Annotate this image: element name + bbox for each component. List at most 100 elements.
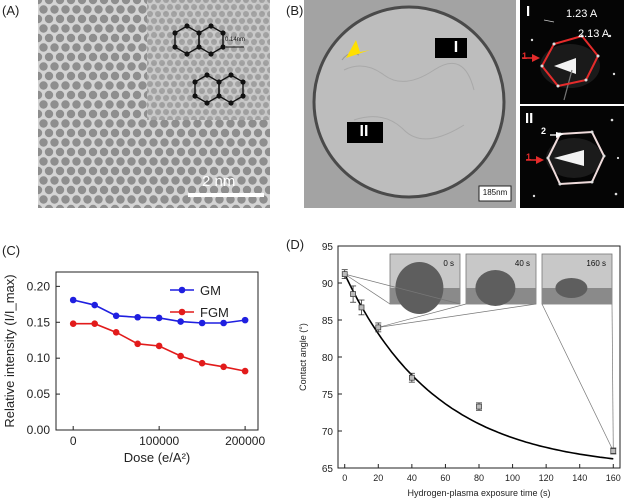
droplet-inset-1: 0 s (389, 253, 461, 314)
red-arrow-ii-icon (536, 156, 544, 164)
x-tick-label: 160 (606, 473, 621, 483)
droplet-inset-3: 160 s (541, 253, 613, 305)
diffraction-i-d1: 1.23 A (566, 8, 598, 20)
y-tick-label: 0.20 (27, 279, 51, 293)
x-tick-label: 120 (539, 473, 554, 483)
x-tick-label: 80 (474, 473, 484, 483)
y-tick-label: 0.00 (27, 423, 51, 437)
data-point (341, 271, 348, 277)
inset-time-label: 0 s (443, 259, 454, 268)
y-tick-label: 80 (322, 353, 334, 364)
droplet-shape (475, 270, 516, 306)
inset-connector (541, 303, 614, 452)
region-i-box (435, 38, 467, 58)
y-tick-label: 75 (322, 390, 334, 401)
legend-label-gm: GM (200, 283, 221, 298)
scale-bar-2nm (188, 193, 264, 197)
panel-d-label: (D) (286, 237, 305, 252)
panel-b-tem-image (304, 0, 516, 208)
data-point-fgm (112, 329, 120, 336)
diffraction-pattern-i (520, 0, 624, 104)
droplet-shape (555, 278, 588, 298)
diffraction-i-marker-1: 1 (522, 51, 528, 61)
y-tick-label: 70 (322, 427, 334, 438)
data-point-gm (220, 319, 227, 327)
y-tick-label: 95 (322, 242, 334, 253)
inset-connector (344, 273, 461, 305)
data-point-gm (241, 316, 249, 324)
diffraction-i-label: I (526, 3, 531, 20)
x-axis-label: Hydrogen-plasma exposure time (s) (407, 488, 550, 498)
data-point-fgm (177, 352, 184, 360)
data-point-gm (91, 301, 98, 309)
data-point (375, 324, 382, 331)
inset-time-label: 160 s (586, 259, 606, 268)
region-ii-box (347, 122, 383, 143)
inset-connector (378, 303, 467, 328)
legend-marker-fgm (178, 308, 186, 316)
panel-a-stm-image (38, 0, 270, 208)
data-point-gm (155, 314, 163, 322)
panel-a-label: (A) (2, 3, 20, 18)
data-point-gm (112, 312, 120, 320)
white-arrow-icon (556, 132, 564, 138)
y-tick-label: 65 (322, 464, 334, 475)
y-axis-label: Contact angle (°) (298, 323, 308, 391)
diffraction-i-d2: 2.13 A (578, 28, 610, 40)
legend-marker-gm (178, 286, 186, 294)
x-tick-label: 100 (505, 473, 520, 483)
data-point-fgm (198, 359, 206, 367)
data-point (476, 403, 482, 410)
plot-frame (55, 271, 259, 431)
data-point-fgm (91, 320, 98, 328)
region-ii-label: II (359, 123, 369, 140)
data-point-gm (177, 318, 184, 325)
y-tick-label: 90 (322, 279, 334, 290)
droplet-shape (395, 262, 444, 314)
scale-box-185nm (478, 185, 512, 202)
yellow-arrow-icon (346, 40, 370, 58)
x-tick-label: 200000 (225, 434, 265, 448)
diffraction-ii-label: II (525, 110, 534, 127)
data-point-fgm (220, 363, 227, 371)
x-tick-label: 60 (440, 473, 450, 483)
chart-c-intensity-vs-dose: 0.00 0.05 0.10 0.15 0.20 0 100000 200000 Dose (e… (2, 271, 265, 465)
inset-connector (378, 303, 537, 328)
data-point-fgm (134, 340, 141, 348)
y-tick-label: 0.10 (27, 351, 51, 365)
data-point-fgm (155, 342, 163, 350)
inset-connector (611, 303, 614, 451)
legend-label-fgm: FGM (200, 305, 229, 320)
red-arrow-icon (532, 54, 540, 62)
x-tick-label: 100000 (139, 434, 179, 448)
y-tick-label: 0.05 (27, 387, 51, 401)
chart-d-contact-angle: 65 70 75 80 85 90 95 0 20 40 60 80 100 120 140 160 Hydro… (298, 242, 621, 498)
diffraction-ii-marker-1: 1 (526, 152, 532, 162)
scale-label-185nm: 185nm (482, 188, 508, 197)
data-point-gm (134, 313, 141, 321)
x-axis-label: Dose (e/A²) (124, 450, 190, 465)
data-point-gm (69, 296, 77, 304)
data-point (610, 448, 617, 454)
panel-c-label: (C) (2, 243, 21, 258)
droplet-inset-2: 40 s (465, 253, 537, 306)
y-tick-label: 0.15 (27, 315, 51, 329)
x-tick-label: 140 (572, 473, 587, 483)
data-point-gm (198, 319, 206, 327)
data-point-fgm (241, 367, 249, 375)
region-i-label: I (453, 39, 459, 56)
scale-label-2nm: 2 nm (202, 173, 236, 190)
x-tick-label: 0 (342, 473, 347, 483)
diffraction-pattern-ii (520, 106, 624, 208)
x-tick-label: 0 (70, 434, 77, 448)
x-tick-label: 40 (407, 473, 417, 483)
y-tick-label: 85 (322, 316, 334, 327)
fit-curve (343, 273, 614, 460)
inset-time-label: 40 s (515, 259, 530, 268)
diffraction-ii-marker-2: 2 (541, 126, 547, 136)
data-point (350, 291, 356, 297)
y-axis-label: Relative intensity (I/I_max) (2, 274, 17, 427)
x-tick-label: 20 (373, 473, 383, 483)
data-point (358, 304, 365, 311)
inset-connector (344, 273, 391, 305)
